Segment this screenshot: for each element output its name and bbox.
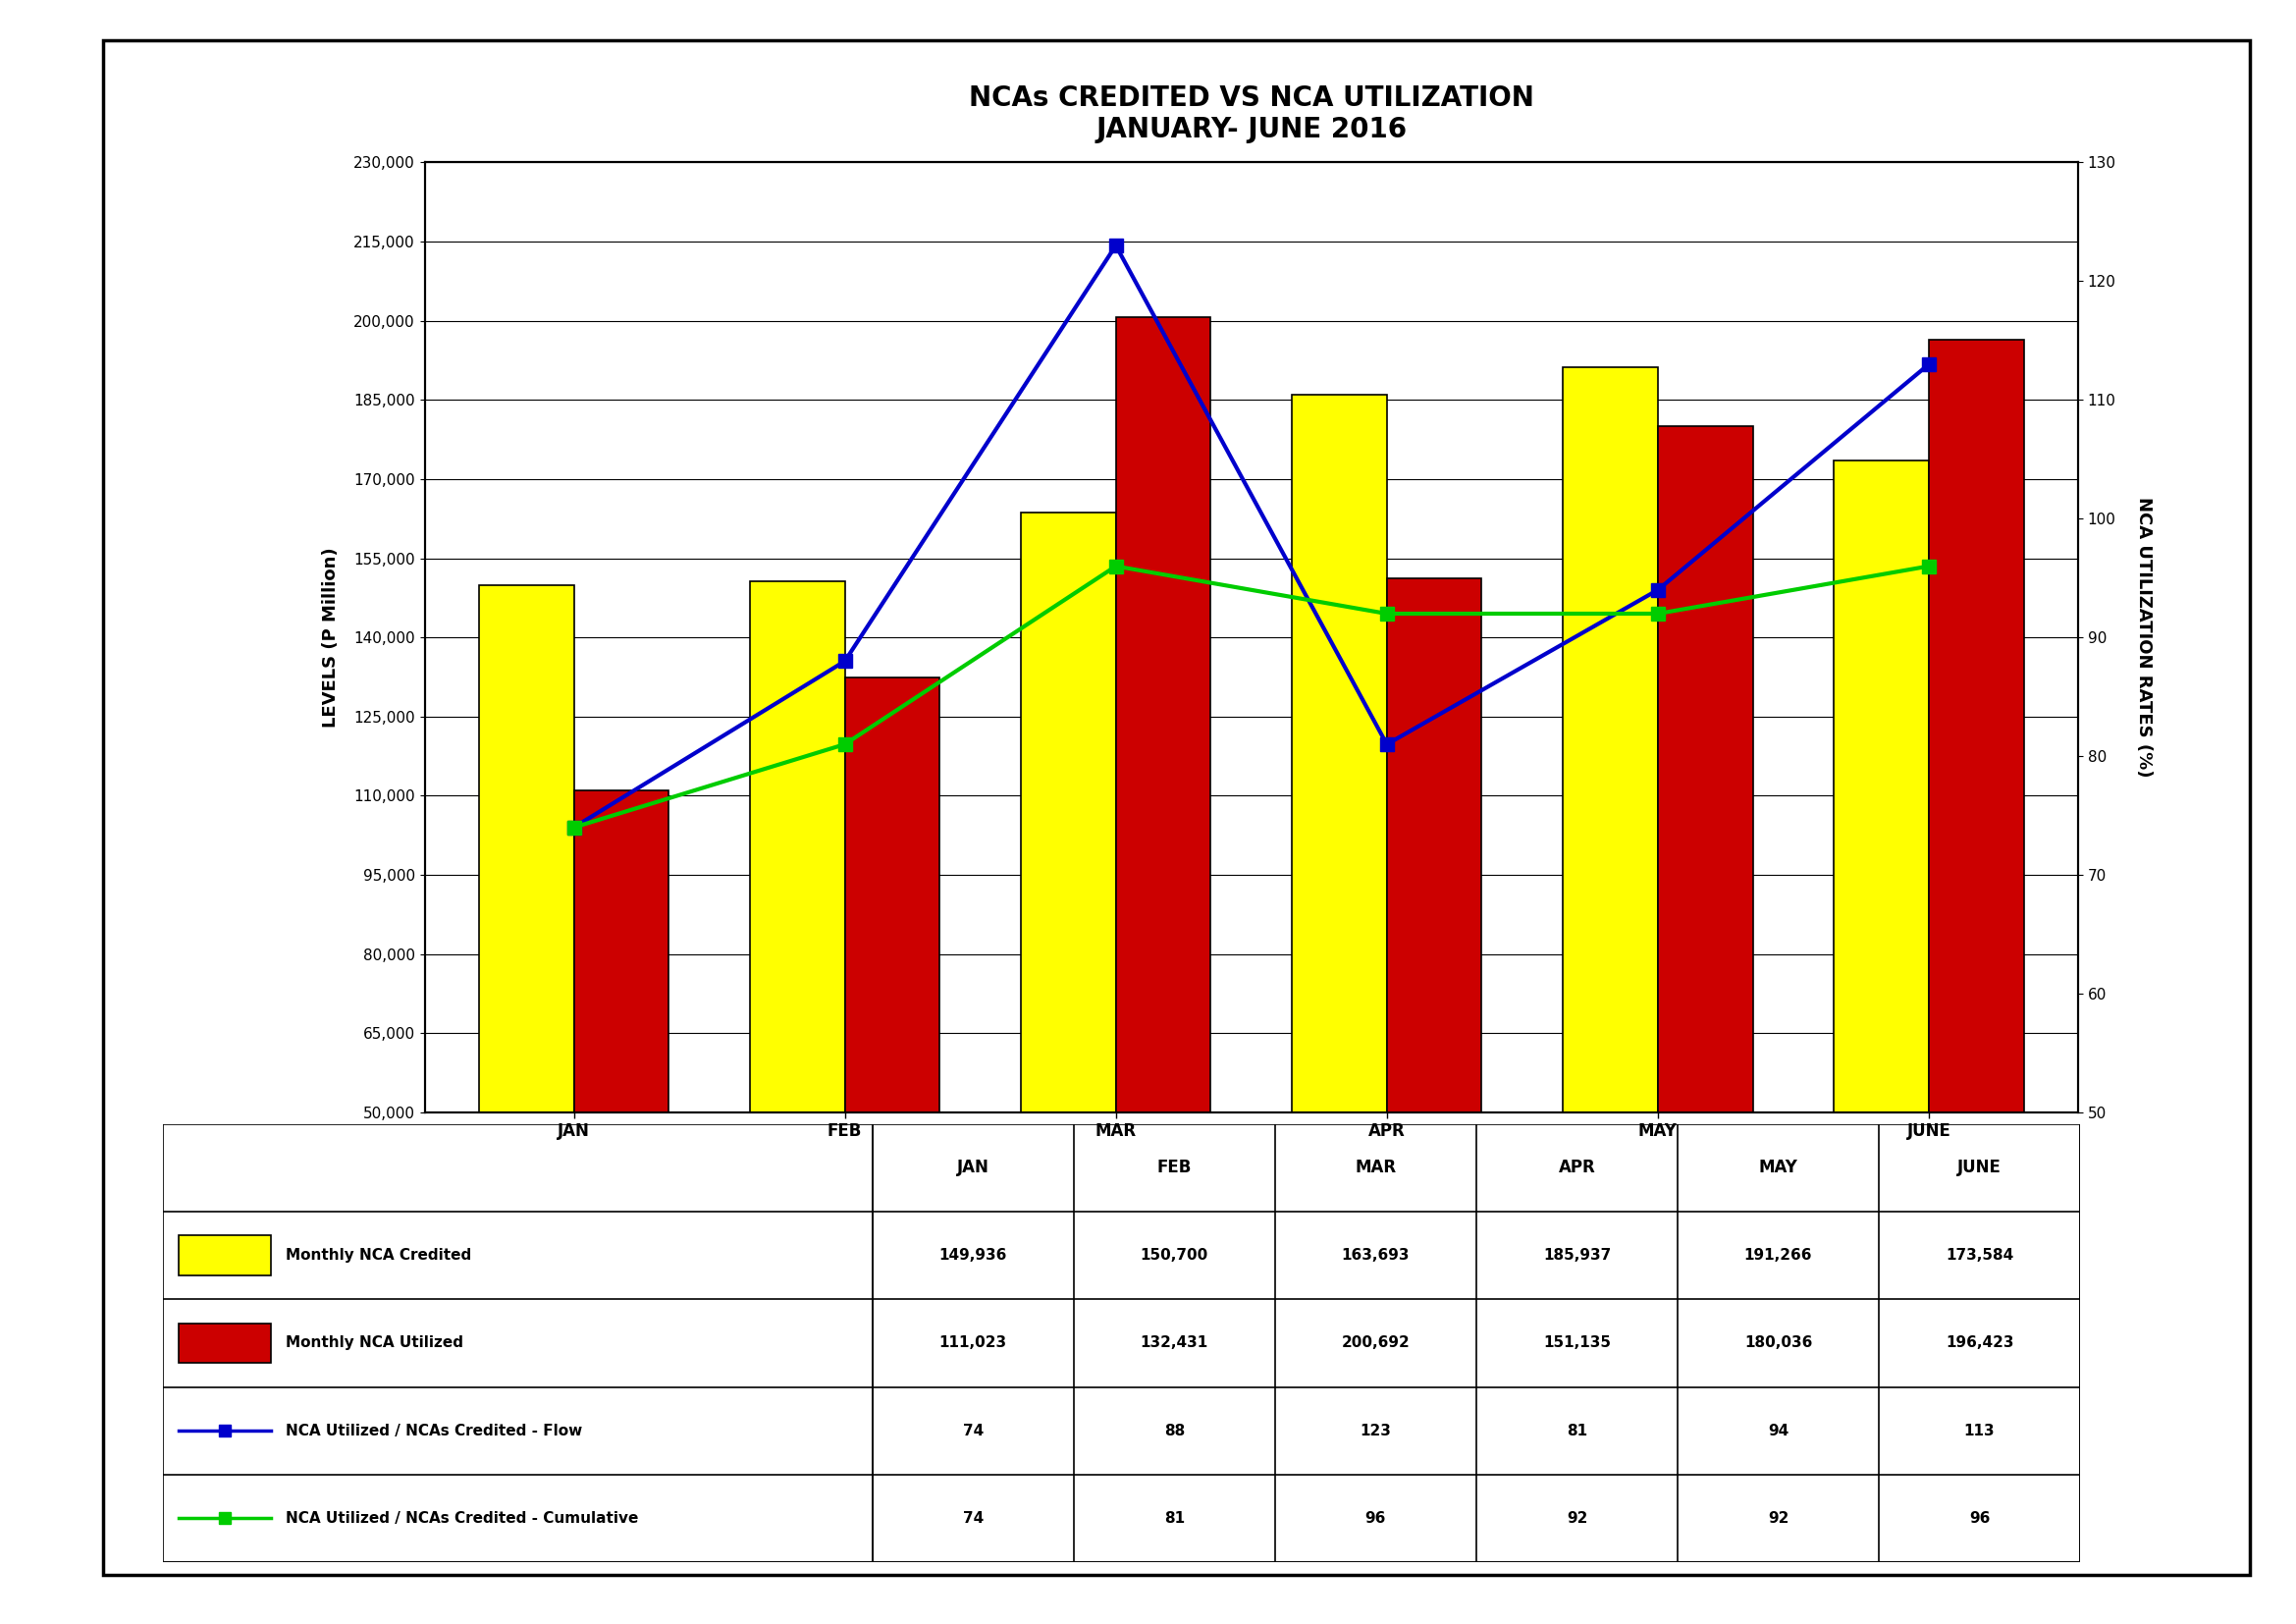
Text: NCA Utilized / NCAs Credited - Cumulative: NCA Utilized / NCAs Credited - Cumulativ…: [287, 1510, 638, 1527]
Bar: [1658, 425, 1752, 1377]
Text: 196,423: 196,423: [1945, 1335, 2014, 1351]
Y-axis label: LEVELS (P Million): LEVELS (P Million): [321, 547, 340, 728]
Text: MAR: MAR: [1355, 1160, 1396, 1176]
Text: 111,023: 111,023: [939, 1335, 1008, 1351]
Text: 123: 123: [1359, 1423, 1391, 1439]
Bar: [179, 1324, 271, 1363]
Text: 74: 74: [962, 1423, 983, 1439]
Bar: [1387, 578, 1481, 1377]
Text: JAN: JAN: [957, 1160, 990, 1176]
Text: 88: 88: [1164, 1423, 1185, 1439]
Text: 96: 96: [1366, 1510, 1387, 1527]
Y-axis label: NCA UTILIZATION RATES (%): NCA UTILIZATION RATES (%): [2135, 497, 2154, 778]
Bar: [1835, 460, 1929, 1377]
Text: 81: 81: [1566, 1423, 1587, 1439]
Title: NCAs CREDITED VS NCA UTILIZATION
JANUARY- JUNE 2016: NCAs CREDITED VS NCA UTILIZATION JANUARY…: [969, 84, 1534, 145]
Text: 132,431: 132,431: [1141, 1335, 1208, 1351]
Text: 94: 94: [1768, 1423, 1789, 1439]
Text: APR: APR: [1559, 1160, 1596, 1176]
Text: 113: 113: [1963, 1423, 1995, 1439]
Text: 149,936: 149,936: [939, 1247, 1008, 1263]
Text: 92: 92: [1566, 1510, 1587, 1527]
Text: 173,584: 173,584: [1945, 1247, 2014, 1263]
Bar: [1116, 317, 1210, 1377]
Text: MAY: MAY: [1759, 1160, 1798, 1176]
Text: JUNE: JUNE: [1958, 1160, 2002, 1176]
Text: 191,266: 191,266: [1745, 1247, 1812, 1263]
Text: Monthly NCA Credited: Monthly NCA Credited: [287, 1247, 471, 1263]
Bar: [1293, 395, 1387, 1377]
Text: 180,036: 180,036: [1745, 1335, 1812, 1351]
Bar: [480, 585, 574, 1377]
Bar: [1022, 512, 1116, 1377]
Bar: [1564, 367, 1658, 1377]
Bar: [1929, 339, 2023, 1377]
Text: Monthly NCA Utilized: Monthly NCA Utilized: [287, 1335, 464, 1351]
Text: 81: 81: [1164, 1510, 1185, 1527]
Text: NCA Utilized / NCAs Credited - Flow: NCA Utilized / NCAs Credited - Flow: [287, 1423, 583, 1439]
Text: 200,692: 200,692: [1341, 1335, 1410, 1351]
Text: FEB: FEB: [1157, 1160, 1192, 1176]
Text: 185,937: 185,937: [1543, 1247, 1612, 1263]
Text: 96: 96: [1970, 1510, 1991, 1527]
Bar: [179, 1236, 271, 1275]
Bar: [751, 581, 845, 1377]
Bar: [845, 677, 939, 1377]
Text: 92: 92: [1768, 1510, 1789, 1527]
Bar: [574, 791, 668, 1377]
Text: 150,700: 150,700: [1141, 1247, 1208, 1263]
Text: 151,135: 151,135: [1543, 1335, 1612, 1351]
Text: 74: 74: [962, 1510, 983, 1527]
Text: 163,693: 163,693: [1341, 1247, 1410, 1263]
